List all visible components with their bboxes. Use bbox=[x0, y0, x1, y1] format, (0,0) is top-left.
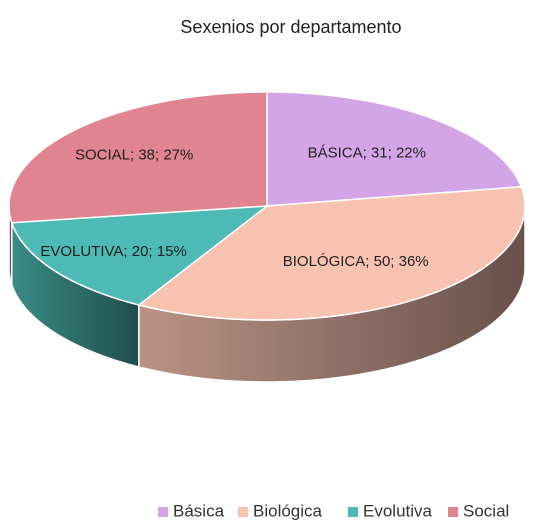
data-label: EVOLUTIVA; 20; 15% bbox=[40, 243, 186, 260]
chart-title: Sexenios por departamento bbox=[180, 17, 401, 37]
data-label: BIOLÓGICA; 50; 36% bbox=[283, 253, 429, 270]
pie-slice bbox=[10, 205, 270, 306]
data-label: BÁSICA; 31; 22% bbox=[308, 145, 426, 162]
legend-swatch bbox=[348, 507, 358, 517]
pie-slice bbox=[266, 91, 523, 207]
legend-label: Social bbox=[463, 501, 509, 520]
legend-swatch bbox=[158, 507, 168, 517]
data-label: SOCIAL; 38; 27% bbox=[75, 146, 193, 163]
legend-swatch bbox=[448, 507, 458, 517]
legend-swatch bbox=[238, 507, 248, 517]
legend-label: Evolutiva bbox=[363, 501, 433, 520]
pie-slice bbox=[8, 91, 268, 224]
legend-label: Básica bbox=[173, 501, 225, 520]
pie-slice bbox=[137, 185, 526, 321]
legend-label: Biológica bbox=[253, 501, 323, 520]
